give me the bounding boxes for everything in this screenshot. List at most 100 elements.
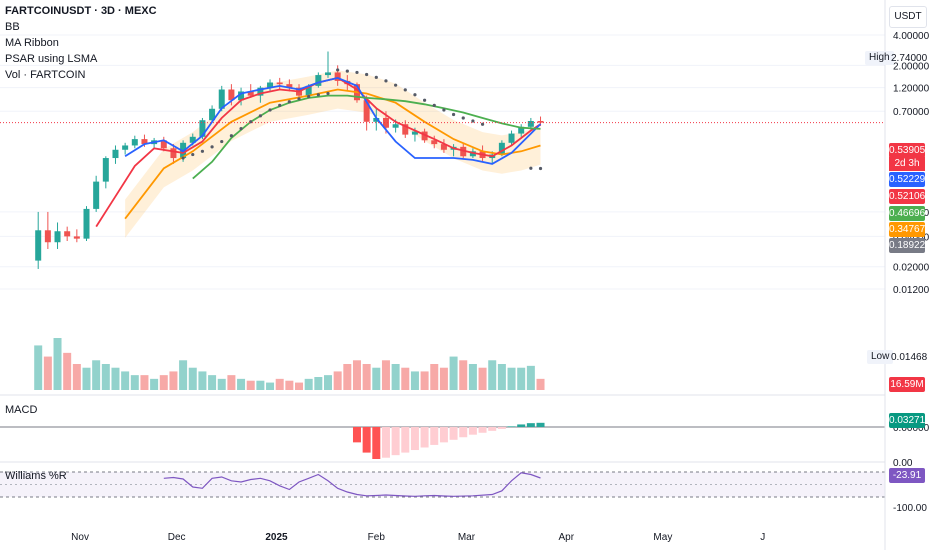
candle-body: [305, 85, 312, 96]
volume-bar: [266, 382, 275, 390]
volume-bar: [256, 380, 265, 390]
symbol-title[interactable]: FARTCOINUSDT · 3D · MEXC: [5, 5, 157, 17]
candle-body: [189, 136, 196, 143]
candle-body: [518, 126, 525, 134]
price-axis-label: 0.70000: [893, 107, 930, 118]
psar-dot: [394, 83, 398, 87]
psar-dot: [365, 72, 369, 77]
psar-dot: [200, 149, 205, 153]
psar-dot: [345, 69, 349, 73]
volume-bar: [285, 380, 294, 390]
volume-tag: 16.59M: [889, 377, 925, 392]
candle-body: [460, 146, 467, 157]
volume-bar: [430, 364, 439, 390]
main-pane-gridlines: [0, 34, 885, 290]
psar-dots: [181, 68, 543, 171]
volume-bar: [217, 378, 226, 390]
volume-bar: [140, 375, 149, 390]
volume-bar: [198, 371, 207, 390]
volume-bar: [159, 375, 168, 390]
volume-bar: [488, 360, 497, 390]
macd-histogram-bar: [517, 424, 526, 427]
macd-value-tag: 0.03271: [889, 413, 926, 428]
price-tag-bb-basis: 0.34767: [889, 222, 926, 237]
macd-title[interactable]: MACD: [5, 404, 38, 416]
macd-histogram-bar: [526, 423, 535, 427]
volume-bar: [150, 378, 159, 390]
indicator-volume[interactable]: Vol · FARTCOIN: [5, 69, 86, 81]
indicator-psar[interactable]: PSAR using LSMA: [5, 53, 98, 65]
macd-histogram-bar: [410, 427, 419, 451]
psar-dot: [451, 112, 456, 117]
price-axis-label: 4.00000: [893, 31, 930, 42]
candle-body: [402, 124, 409, 135]
candle-body: [122, 145, 129, 150]
candle-body: [131, 139, 138, 146]
low-badge: Low: [867, 350, 894, 364]
candle-body: [508, 133, 515, 143]
currency-selector[interactable]: USDT: [889, 6, 927, 28]
candle-body: [363, 100, 370, 122]
price-tag-last: 0.53905: [889, 143, 926, 158]
volume-bar: [362, 364, 371, 390]
indicator-ma-ribbon[interactable]: MA Ribbon: [5, 37, 59, 49]
price-axis-label: 1.20000: [893, 84, 930, 95]
volume-bar: [169, 371, 178, 390]
time-axis-label: Dec: [168, 532, 186, 543]
volume-bar: [410, 371, 419, 390]
volume-bar: [63, 352, 72, 390]
price-axis-label: 2.00000: [893, 61, 930, 72]
psar-dot: [297, 97, 301, 101]
volume-bar: [324, 375, 332, 390]
volume-bar: [314, 377, 323, 390]
volume-bar: [130, 375, 139, 390]
candle-body: [218, 89, 225, 109]
williams-title[interactable]: Williams %R: [5, 470, 67, 482]
candles: [35, 51, 544, 269]
candle-body: [102, 158, 109, 182]
volume-bar: [536, 378, 545, 390]
price-tag-countdown: 2d 3h: [889, 157, 925, 171]
candle-body: [228, 89, 235, 101]
candle-body: [392, 124, 399, 128]
candle-body: [170, 148, 177, 159]
candle-body: [537, 120, 544, 123]
macd-histogram-bar: [381, 427, 390, 458]
candle-body: [93, 181, 100, 209]
indicator-bb[interactable]: BB: [5, 21, 20, 33]
candle-body: [257, 87, 264, 96]
candle-body: [286, 84, 293, 88]
price-tag-ma-slow: 0.46696: [889, 206, 926, 221]
time-axis-label: Mar: [458, 532, 476, 543]
macd-axis-label: 0.00000: [893, 423, 930, 434]
macd-pane: 0.00000: [0, 422, 930, 459]
candle-body: [209, 108, 216, 121]
macd-histogram-bar: [420, 427, 429, 448]
volume-bar: [401, 367, 410, 390]
volume-bar: [227, 375, 236, 390]
candle-body: [73, 236, 80, 239]
psar-dot: [423, 98, 427, 102]
volume-bar: [391, 364, 400, 390]
candle-body: [382, 117, 389, 128]
psar-dot: [307, 94, 311, 99]
candle-body: [35, 230, 42, 261]
psar-dot: [480, 122, 485, 126]
volume-bar: [439, 367, 448, 390]
psar-dot: [442, 108, 446, 112]
volume-bar: [478, 367, 487, 390]
price-tag-psar: 0.18922: [889, 238, 926, 253]
candle-body: [64, 231, 71, 237]
volume-bar: [208, 375, 217, 390]
macd-histogram-bar: [362, 427, 371, 453]
psar-dot: [471, 119, 475, 123]
candle-body: [527, 120, 534, 127]
time-axis-label: Feb: [368, 532, 386, 543]
price-axis-label: 0.01200: [893, 285, 930, 296]
candle-body: [411, 131, 418, 135]
volume-bar: [333, 371, 342, 390]
volume-bar: [53, 338, 62, 390]
volume-bar: [111, 367, 120, 390]
psar-dot: [538, 166, 543, 171]
